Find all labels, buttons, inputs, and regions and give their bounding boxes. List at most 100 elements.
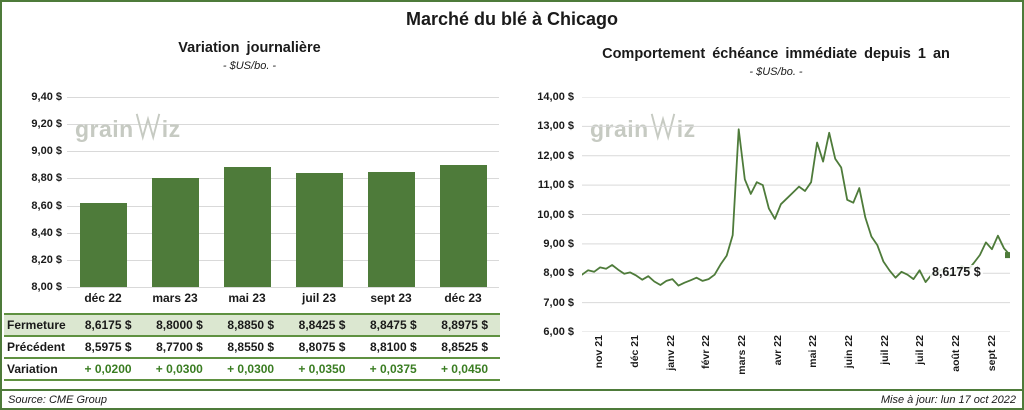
- watermark-w-icon: [650, 113, 675, 141]
- table-cell: 8,8075 $: [286, 335, 358, 359]
- bar: [79, 203, 127, 287]
- y-tick-label: 14,00 $: [537, 91, 574, 103]
- bar-slot: [427, 97, 499, 287]
- table-cell: 8,6175 $: [72, 313, 144, 337]
- y-tick-label: 11,00 $: [537, 179, 574, 192]
- table-cell: + 0,0300: [214, 357, 287, 381]
- y-tick-label: 13,00 $: [537, 120, 574, 133]
- x-tick-label: nov 21: [593, 335, 606, 369]
- y-tick-label: 8,20 $: [31, 253, 62, 266]
- table-row: Variation + 0,0200 + 0,0300 + 0,0300 + 0,035…: [4, 357, 500, 381]
- table-cell: 8,8525 $: [428, 335, 500, 359]
- x-tick-label: mars 23: [152, 291, 198, 305]
- table-cell: 8,8975 $: [428, 313, 500, 337]
- y-tick-label: 9,00 $: [31, 145, 62, 158]
- line-chart-svg: [582, 97, 1010, 332]
- table-cell: 8,7700 $: [143, 335, 215, 359]
- line-chart-plot: grain iz 8,6175 $: [582, 97, 1010, 332]
- gridline: [67, 124, 499, 126]
- x-tick-label: févr 22: [700, 335, 713, 369]
- table-cell: + 0,0300: [143, 357, 215, 381]
- x-tick-label: juil 22: [878, 335, 891, 365]
- source-note: Source: CME Group: [8, 393, 108, 406]
- y-tick-label: 9,00 $: [543, 237, 574, 250]
- bar-slot: [139, 97, 211, 287]
- bar-chart-subtitle: - $US/bo. -: [222, 60, 277, 72]
- table-row-label: Précédent: [4, 335, 73, 359]
- last-price-label: 8,6175 $: [930, 265, 983, 279]
- bar: [439, 165, 487, 287]
- watermark-w-icon: [135, 113, 160, 141]
- footer: Source: CME Group Mise à jour: lun 17 oc…: [2, 389, 1022, 408]
- watermark-text-post: iz: [161, 116, 181, 142]
- bar-slot: [211, 97, 283, 287]
- gridline: [67, 178, 499, 180]
- bar-chart-x-axis: déc 22 mars 23 mai 23 juil 23 sept 23 déc 23: [67, 291, 499, 305]
- table-row: Précédent 8,5975 $8,7700 $8,8550 $8,8075 …: [4, 335, 500, 359]
- y-tick-label: 7,00 $: [543, 296, 574, 309]
- bar-chart-gridlines: [67, 97, 499, 288]
- price-table: Fermeture 8,6175 $8,8000 $8,8850 $8,8425 …: [4, 313, 500, 381]
- x-tick-label: avr 22: [771, 335, 784, 366]
- gridline: [67, 205, 499, 207]
- bar: [367, 171, 415, 287]
- table-cell: 8,5975 $: [72, 335, 144, 359]
- watermark-text-pre: grain: [75, 116, 134, 142]
- x-tick-label: juil 22: [914, 335, 927, 365]
- x-tick-label: déc 21: [628, 335, 641, 368]
- table-cell: 8,8100 $: [357, 335, 429, 359]
- y-tick-label: 8,60 $: [31, 199, 62, 212]
- x-tick-label: sept 22: [985, 335, 998, 372]
- y-tick-label: 8,80 $: [31, 172, 62, 185]
- line-chart-y-axis: 14,00 $ 13,00 $ 12,00 $ 11,00 $ 10,00 $ 9,00 …: [516, 91, 574, 338]
- gridline: [67, 97, 499, 98]
- gridline: [67, 151, 499, 153]
- watermark-logo: grain iz: [590, 111, 696, 141]
- table-cell: 8,8000 $: [143, 313, 215, 337]
- y-tick-label: 12,00 $: [537, 149, 574, 162]
- table-cell: + 0,0375: [357, 357, 429, 381]
- y-tick-label: 8,00 $: [543, 267, 574, 280]
- watermark-logo: grain iz: [75, 111, 181, 141]
- gridline: [67, 232, 499, 234]
- y-tick-label: 8,40 $: [31, 226, 62, 239]
- y-tick-label: 9,20 $: [31, 118, 62, 131]
- x-tick-label: juin 22: [842, 335, 855, 369]
- table-cell: 8,8425 $: [286, 313, 358, 337]
- y-tick-label: 8,00 $: [31, 280, 62, 293]
- line-chart-x-axis: nov 21 déc 21 janv 22 févr 22 mars 22 avr 22 m…: [582, 335, 1010, 391]
- x-tick-label: déc 23: [444, 291, 482, 305]
- table-cell: + 0,0450: [428, 357, 500, 381]
- x-tick-label: sept 23: [370, 291, 412, 305]
- x-tick-label: janv 22: [664, 335, 677, 371]
- line-chart-subtitle: - $US/bo. -: [749, 66, 803, 78]
- watermark-text-pre: grain: [590, 116, 649, 142]
- bar-slot: [283, 97, 355, 287]
- gridline: [67, 287, 499, 288]
- x-tick-label: mai 23: [228, 291, 266, 305]
- bar-chart-title: Variation journalière: [178, 40, 321, 56]
- table-row: Fermeture 8,6175 $8,8000 $8,8850 $8,8425 …: [4, 313, 500, 337]
- bar-series: [67, 97, 499, 287]
- x-tick-label: juil 23: [301, 291, 336, 305]
- gridline: [67, 259, 499, 261]
- bar: [295, 172, 343, 287]
- line-chart-title: Comportement échéance immédiate depuis 1…: [602, 46, 950, 62]
- table-cell: + 0,0200: [72, 357, 144, 381]
- update-note: Mise à jour: lun 17 oct 2022: [880, 393, 1016, 406]
- watermark-text-post: iz: [676, 116, 696, 142]
- y-tick-label: 9,40 $: [31, 91, 62, 103]
- table-cell: 8,8475 $: [357, 313, 429, 337]
- table-cell: + 0,0350: [286, 357, 358, 381]
- table-cell: 8,8550 $: [214, 335, 287, 359]
- table-row-label: Variation: [4, 357, 73, 381]
- bar: [223, 166, 271, 287]
- x-tick-label: mars 22: [735, 335, 748, 375]
- bar-chart-y-axis: 9,40 $ 9,20 $ 9,00 $ 8,80 $ 8,60 $ 8,40 $ 8,20…: [10, 91, 62, 293]
- bar-chart-plot: grain iz: [67, 97, 499, 288]
- bar: [151, 178, 199, 287]
- page-title: Marché du blé à Chicago: [405, 9, 619, 29]
- y-tick-label: 6,00 $: [543, 326, 574, 338]
- table-cell: 8,8850 $: [214, 313, 287, 337]
